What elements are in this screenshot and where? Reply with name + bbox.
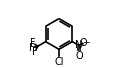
Text: F: F xyxy=(30,38,35,48)
Text: N: N xyxy=(75,40,83,51)
Text: F: F xyxy=(29,43,35,53)
Text: O: O xyxy=(75,51,83,61)
Text: +: + xyxy=(77,40,84,49)
Text: O: O xyxy=(80,38,88,48)
Text: Cl: Cl xyxy=(54,57,64,67)
Text: −: − xyxy=(82,37,89,46)
Text: F: F xyxy=(32,47,38,57)
